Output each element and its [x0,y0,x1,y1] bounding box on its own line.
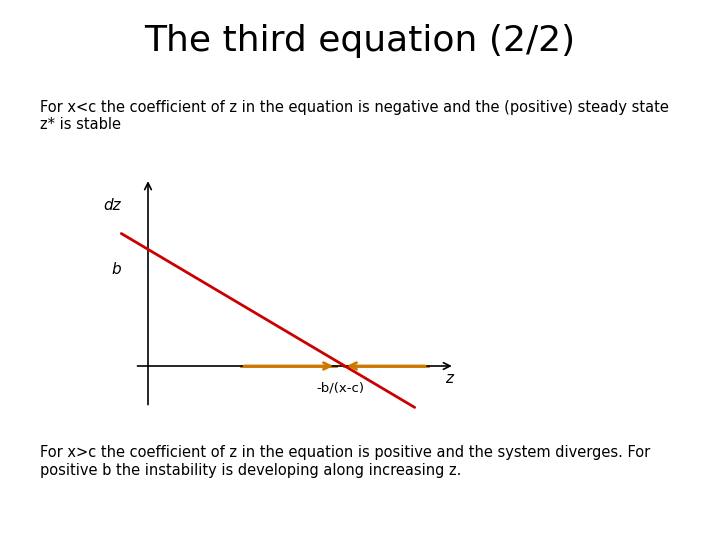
Text: dz: dz [104,198,122,213]
Text: For x>c the coefficient of z in the equation is positive and the system diverges: For x>c the coefficient of z in the equa… [40,446,650,478]
Text: For x<c the coefficient of z in the equation is negative and the (positive) stea: For x<c the coefficient of z in the equa… [40,100,668,132]
Text: z: z [446,371,454,386]
Text: The third equation (2/2): The third equation (2/2) [145,24,575,58]
Text: b: b [112,262,122,277]
Text: -b/(x-c): -b/(x-c) [316,381,364,394]
